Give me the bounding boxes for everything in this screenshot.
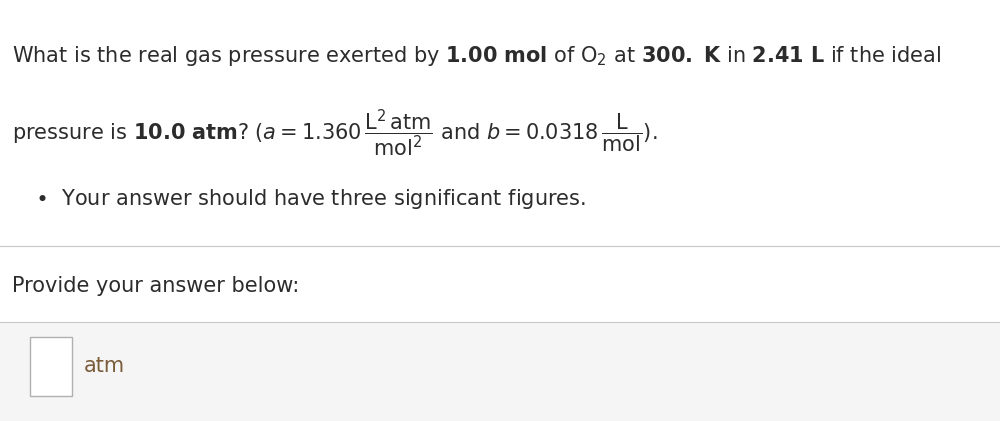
FancyBboxPatch shape [0,322,1000,421]
Text: Provide your answer below:: Provide your answer below: [12,276,299,296]
Text: What is the real gas pressure exerted by $\mathbf{1.00\ mol}$ of O$_2$ at $\math: What is the real gas pressure exerted by… [12,44,941,68]
Text: $\bullet$  Your answer should have three significant figures.: $\bullet$ Your answer should have three … [35,187,586,211]
FancyBboxPatch shape [30,337,72,396]
Text: pressure is $\mathbf{10.0\ atm}$? ($a = 1.360\,\dfrac{\mathrm{L^2\,atm}}{\mathrm: pressure is $\mathbf{10.0\ atm}$? ($a = … [12,107,657,159]
Text: atm: atm [84,356,125,376]
